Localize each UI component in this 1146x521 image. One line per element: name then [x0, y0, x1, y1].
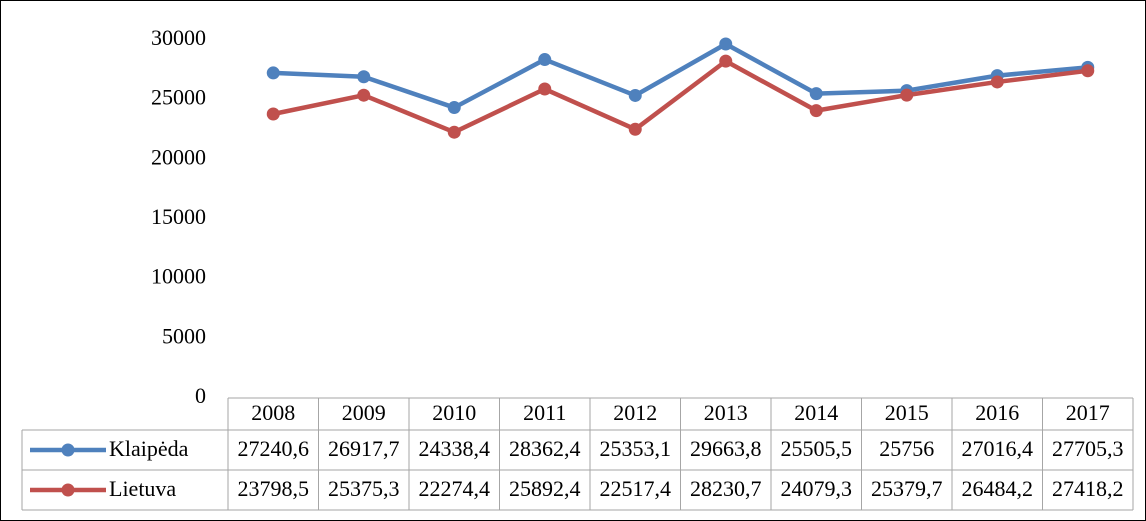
table-value: 22517,4	[600, 476, 672, 501]
point	[266, 66, 280, 80]
point	[628, 122, 642, 136]
y-tick-label: 5000	[162, 323, 206, 348]
x-tick-label: 2010	[432, 400, 476, 425]
table-value: 23798,5	[238, 476, 310, 501]
point	[357, 88, 371, 102]
point	[719, 37, 733, 51]
table-value: 27240,6	[238, 436, 310, 461]
y-tick-label: 15000	[151, 204, 206, 229]
table-value: 27705,3	[1052, 436, 1124, 461]
legend-label: Lietuva	[109, 476, 176, 501]
series-line	[273, 41, 1088, 110]
y-tick-label: 20000	[151, 144, 206, 169]
point	[357, 70, 371, 84]
table-value: 28362,4	[509, 436, 581, 461]
x-tick-label: 2014	[794, 400, 838, 425]
legend-label: Klaipėda	[109, 436, 189, 461]
y-tick-label: 10000	[151, 264, 206, 289]
table-value: 25353,1	[600, 436, 672, 461]
table-value: 25756	[879, 436, 934, 461]
point	[447, 101, 461, 115]
table-value: 26917,7	[328, 436, 400, 461]
table-value: 25375,3	[328, 476, 400, 501]
y-tick-label: 0	[195, 383, 206, 408]
x-tick-label: 2009	[342, 400, 386, 425]
point	[809, 87, 823, 101]
point	[719, 54, 733, 68]
point	[1081, 64, 1095, 78]
x-tick-label: 2012	[613, 400, 657, 425]
point	[990, 75, 1004, 89]
y-tick-label: 25000	[151, 85, 206, 110]
x-tick-label: 2017	[1066, 400, 1110, 425]
y-tick-label: 30000	[151, 25, 206, 50]
point	[809, 104, 823, 118]
x-tick-label: 2013	[704, 400, 748, 425]
table-value: 27016,4	[962, 436, 1034, 461]
table-value: 22274,4	[419, 476, 491, 501]
legend-marker	[61, 483, 75, 497]
table-value: 25505,5	[781, 436, 853, 461]
point	[266, 107, 280, 121]
x-tick-label: 2016	[975, 400, 1019, 425]
table-value: 26484,2	[962, 476, 1034, 501]
table-value: 28230,7	[690, 476, 762, 501]
point	[447, 125, 461, 139]
x-tick-label: 2015	[885, 400, 929, 425]
table-value: 29663,8	[690, 436, 762, 461]
x-tick-label: 2011	[523, 400, 566, 425]
table-value: 24079,3	[781, 476, 853, 501]
x-tick-label: 2008	[251, 400, 295, 425]
point	[538, 82, 552, 96]
point	[900, 88, 914, 102]
table-value: 25892,4	[509, 476, 581, 501]
table-value: 24338,4	[419, 436, 491, 461]
table-value: 27418,2	[1052, 476, 1124, 501]
table-value: 25379,7	[871, 476, 943, 501]
point	[538, 53, 552, 67]
point	[628, 88, 642, 102]
series-line	[272, 58, 1089, 135]
legend-marker	[61, 443, 75, 457]
